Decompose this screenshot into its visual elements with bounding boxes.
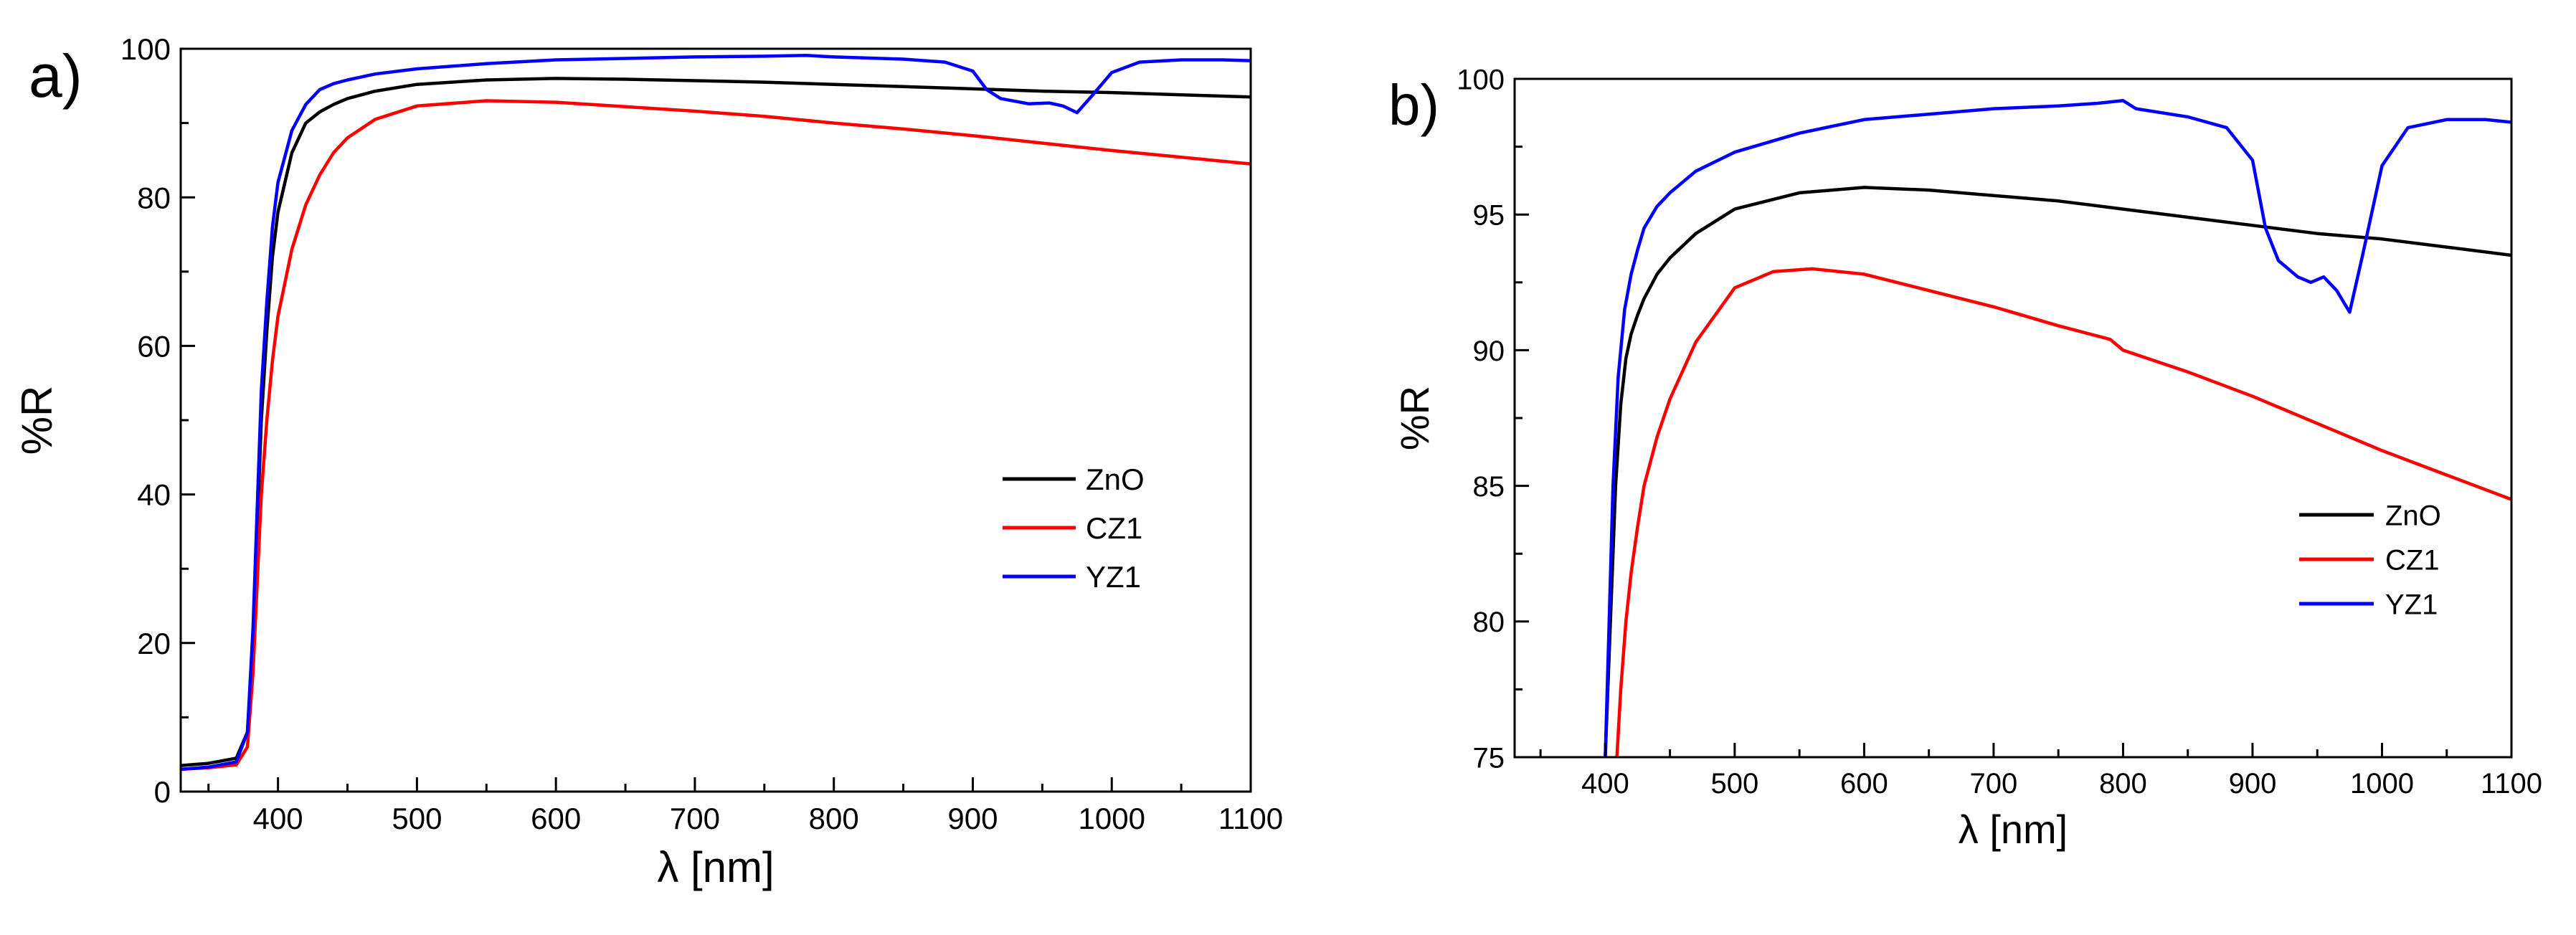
- x-tick-label: 1000: [1079, 802, 1145, 835]
- y-tick-label: 80: [137, 181, 171, 214]
- y-axis-label: %R: [13, 386, 61, 455]
- x-tick-label: 800: [2099, 768, 2147, 799]
- y-tick-label: 100: [1457, 64, 1505, 95]
- x-tick-label: 700: [1970, 768, 2018, 799]
- x-tick-label: 1100: [1218, 802, 1283, 835]
- x-tick-label: 700: [670, 802, 720, 835]
- y-tick-label: 75: [1473, 742, 1505, 774]
- legend: ZnO CZ1 YZ1: [2299, 500, 2441, 620]
- y-tick-label: 40: [137, 478, 171, 512]
- y-tick-label: 95: [1473, 200, 1505, 232]
- plot-frame: [179, 47, 1252, 793]
- series-line-yz1: [181, 54, 1251, 772]
- legend-label-cz1: CZ1: [1086, 511, 1142, 545]
- series-line-cz1: [181, 99, 1251, 772]
- series-line-yz1: [1604, 99, 2511, 757]
- x-tick-label: 900: [2229, 768, 2277, 799]
- series-line-zno: [1604, 186, 2511, 757]
- x-tick-label: 600: [1840, 768, 1888, 799]
- legend-label-zno: ZnO: [1086, 462, 1145, 496]
- chart-panel-b: 400 500 600 700 800 900 1000 1100 75 80 85 90 95 100 λ…: [1388, 64, 2542, 852]
- x-tick-label: 1000: [2350, 768, 2414, 799]
- series-line-cz1: [1615, 267, 2511, 757]
- y-tick-label: 80: [1473, 607, 1505, 638]
- x-tick-label: 800: [809, 802, 859, 835]
- y-tick-label: 85: [1473, 471, 1505, 503]
- x-axis-label: λ [nm]: [657, 843, 774, 891]
- chart-panel-a: 400 500 600 700 800 900 1000 1100 0 20 40 60 80 100 λ …: [13, 32, 1283, 891]
- y-tick-label: 60: [137, 330, 171, 364]
- x-tick-label: 1100: [2481, 768, 2542, 799]
- x-axis-label: λ [nm]: [1959, 807, 2068, 852]
- y-axis-label: %R: [1392, 386, 1437, 450]
- x-tick-label: 500: [392, 802, 442, 835]
- x-tick-label: 900: [947, 802, 998, 835]
- legend-label-zno: ZnO: [2385, 500, 2441, 531]
- x-tick-label: 400: [1581, 768, 1629, 799]
- x-tick-label: 600: [531, 802, 581, 835]
- y-tick-label: 0: [154, 775, 171, 809]
- panel-label: b): [1388, 73, 1439, 137]
- x-tick-label: 500: [1711, 768, 1759, 799]
- legend: ZnO CZ1 YZ1: [1003, 462, 1145, 594]
- legend-label-yz1: YZ1: [2385, 589, 2438, 620]
- y-tick-label: 100: [120, 32, 171, 66]
- y-tick-label: 90: [1473, 336, 1505, 367]
- x-tick-label: 400: [253, 802, 303, 835]
- y-tick-label: 20: [137, 627, 171, 660]
- legend-label-yz1: YZ1: [1086, 560, 1141, 594]
- legend-label-cz1: CZ1: [2385, 544, 2440, 576]
- panel-label: a): [29, 42, 82, 110]
- series-line-zno: [181, 77, 1251, 767]
